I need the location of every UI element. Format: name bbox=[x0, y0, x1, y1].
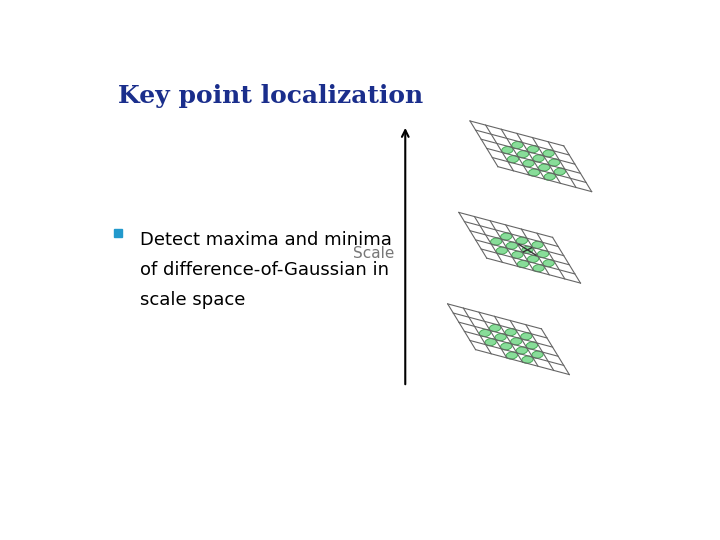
Ellipse shape bbox=[517, 260, 528, 268]
Ellipse shape bbox=[533, 155, 544, 162]
Ellipse shape bbox=[512, 141, 523, 149]
Ellipse shape bbox=[527, 255, 539, 262]
Ellipse shape bbox=[549, 159, 560, 166]
Ellipse shape bbox=[533, 265, 544, 272]
Ellipse shape bbox=[510, 338, 522, 345]
Ellipse shape bbox=[544, 173, 556, 180]
Ellipse shape bbox=[495, 334, 506, 341]
Ellipse shape bbox=[554, 168, 565, 176]
Ellipse shape bbox=[532, 351, 543, 358]
Ellipse shape bbox=[506, 242, 518, 249]
Ellipse shape bbox=[490, 238, 502, 245]
Ellipse shape bbox=[517, 151, 528, 158]
Ellipse shape bbox=[539, 164, 550, 171]
Ellipse shape bbox=[480, 329, 491, 336]
Ellipse shape bbox=[543, 260, 554, 267]
Ellipse shape bbox=[522, 246, 534, 253]
Ellipse shape bbox=[505, 328, 516, 336]
Ellipse shape bbox=[523, 160, 534, 167]
Ellipse shape bbox=[500, 233, 512, 240]
Ellipse shape bbox=[490, 325, 501, 332]
Ellipse shape bbox=[506, 352, 518, 359]
Ellipse shape bbox=[516, 347, 528, 354]
Text: Detect maxima and minima: Detect maxima and minima bbox=[140, 231, 392, 249]
Ellipse shape bbox=[516, 237, 528, 244]
Ellipse shape bbox=[502, 146, 513, 154]
Text: of difference-of-Gaussian in: of difference-of-Gaussian in bbox=[140, 261, 390, 279]
Ellipse shape bbox=[526, 342, 538, 349]
Ellipse shape bbox=[521, 333, 532, 340]
Ellipse shape bbox=[528, 169, 540, 176]
Ellipse shape bbox=[500, 343, 512, 350]
Ellipse shape bbox=[508, 156, 518, 163]
Ellipse shape bbox=[522, 356, 534, 363]
Text: Scale: Scale bbox=[353, 246, 394, 261]
Ellipse shape bbox=[532, 241, 543, 248]
Ellipse shape bbox=[527, 146, 539, 153]
Text: Key point localization: Key point localization bbox=[118, 84, 423, 107]
Ellipse shape bbox=[496, 247, 508, 254]
Ellipse shape bbox=[512, 251, 523, 259]
Text: scale space: scale space bbox=[140, 291, 246, 309]
Ellipse shape bbox=[537, 251, 549, 258]
Ellipse shape bbox=[485, 339, 496, 346]
Ellipse shape bbox=[543, 150, 554, 157]
